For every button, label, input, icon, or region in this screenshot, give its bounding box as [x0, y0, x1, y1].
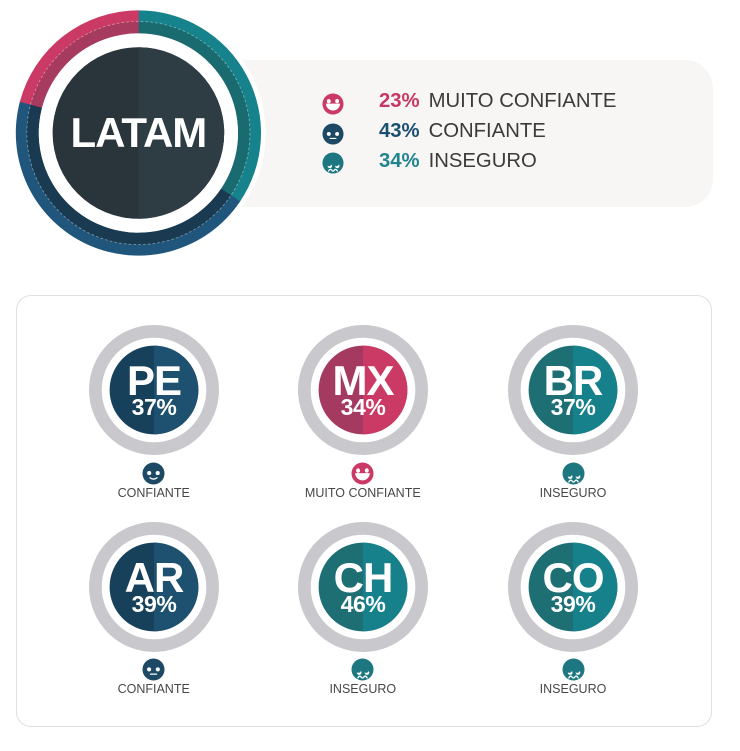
svg-text:BR: BR — [544, 357, 603, 404]
svg-text:39%: 39% — [551, 590, 596, 616]
svg-text:LATAM: LATAM — [71, 109, 207, 156]
svg-text:46%: 46% — [340, 590, 385, 616]
svg-text:MX: MX — [332, 357, 394, 404]
svg-text:37%: 37% — [131, 394, 176, 420]
svg-text:34%: 34% — [340, 394, 385, 420]
svg-text:CO: CO — [543, 553, 604, 600]
svg-text:37%: 37% — [551, 394, 596, 420]
svg-text:39%: 39% — [131, 590, 176, 616]
svg-text:AR: AR — [124, 553, 183, 600]
svg-text:PE: PE — [127, 357, 181, 404]
svg-text:CH: CH — [333, 553, 392, 600]
